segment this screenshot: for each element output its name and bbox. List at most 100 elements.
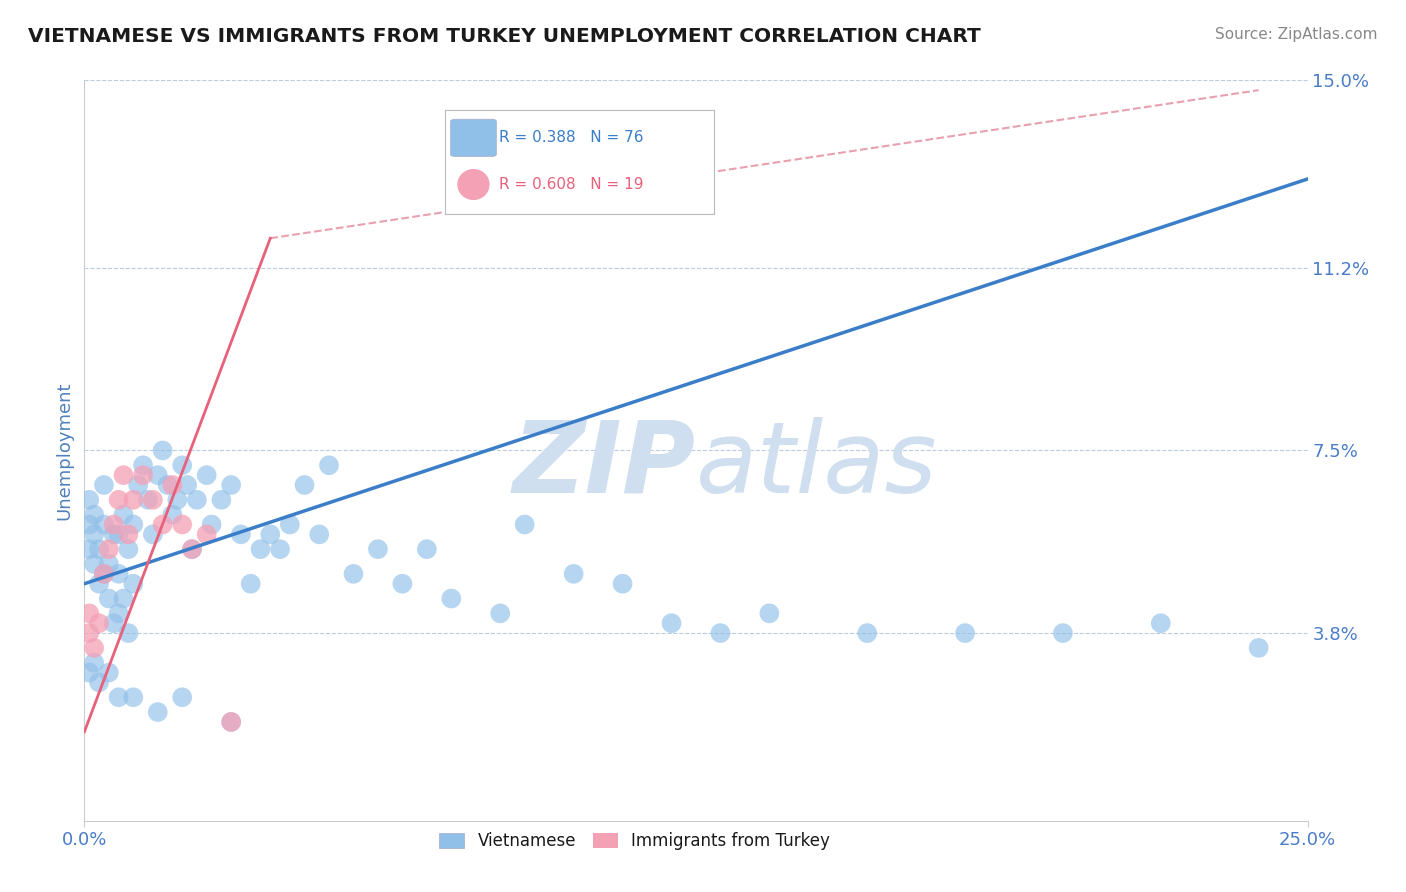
Point bbox=[391, 576, 413, 591]
Point bbox=[122, 492, 145, 507]
Point bbox=[122, 576, 145, 591]
Point bbox=[77, 517, 100, 532]
Point bbox=[1150, 616, 1173, 631]
Point bbox=[162, 478, 184, 492]
Point bbox=[142, 492, 165, 507]
Point bbox=[103, 616, 125, 631]
Point bbox=[77, 665, 100, 680]
Point bbox=[83, 527, 105, 541]
Point bbox=[87, 576, 110, 591]
Point bbox=[219, 714, 242, 729]
Text: ZIP: ZIP bbox=[513, 417, 696, 514]
Point bbox=[97, 665, 120, 680]
Point bbox=[142, 527, 165, 541]
Point bbox=[200, 517, 222, 532]
Point bbox=[127, 478, 149, 492]
Point bbox=[416, 542, 439, 557]
Point bbox=[107, 527, 129, 541]
Point bbox=[176, 478, 198, 492]
Point bbox=[953, 626, 976, 640]
Point bbox=[172, 458, 194, 473]
Point bbox=[294, 478, 316, 492]
Point bbox=[146, 468, 169, 483]
Point bbox=[181, 542, 204, 557]
Point bbox=[219, 478, 242, 492]
Point bbox=[87, 542, 110, 557]
Point bbox=[186, 492, 208, 507]
Point bbox=[181, 542, 204, 557]
Point bbox=[83, 508, 105, 522]
Point bbox=[661, 616, 683, 631]
Point bbox=[136, 492, 159, 507]
Point bbox=[562, 566, 585, 581]
Legend: Vietnamese, Immigrants from Turkey: Vietnamese, Immigrants from Turkey bbox=[433, 825, 837, 856]
Point bbox=[103, 517, 125, 532]
Point bbox=[112, 508, 135, 522]
Point bbox=[107, 690, 129, 705]
Point bbox=[77, 607, 100, 621]
Point bbox=[93, 566, 115, 581]
Point bbox=[83, 557, 105, 571]
Point bbox=[156, 478, 179, 492]
Y-axis label: Unemployment: Unemployment bbox=[55, 381, 73, 520]
Point bbox=[440, 591, 463, 606]
Point bbox=[146, 705, 169, 719]
Point bbox=[93, 517, 115, 532]
Text: atlas: atlas bbox=[696, 417, 938, 514]
Point bbox=[172, 690, 194, 705]
Point bbox=[77, 542, 100, 557]
Point bbox=[709, 626, 731, 640]
Point bbox=[83, 640, 105, 655]
Point bbox=[342, 566, 364, 581]
Point bbox=[132, 468, 155, 483]
Point bbox=[152, 443, 174, 458]
Point bbox=[152, 517, 174, 532]
Point bbox=[758, 607, 780, 621]
Point bbox=[87, 675, 110, 690]
Point bbox=[93, 478, 115, 492]
Point bbox=[97, 542, 120, 557]
Point bbox=[117, 527, 139, 541]
Point bbox=[856, 626, 879, 640]
Point bbox=[87, 616, 110, 631]
Point bbox=[209, 492, 232, 507]
Point bbox=[172, 517, 194, 532]
Point bbox=[249, 542, 271, 557]
Point bbox=[166, 492, 188, 507]
Point bbox=[308, 527, 330, 541]
Point bbox=[132, 458, 155, 473]
Text: Source: ZipAtlas.com: Source: ZipAtlas.com bbox=[1215, 27, 1378, 42]
Point bbox=[117, 626, 139, 640]
Point bbox=[195, 527, 218, 541]
Point bbox=[1247, 640, 1270, 655]
Point bbox=[278, 517, 301, 532]
Text: VIETNAMESE VS IMMIGRANTS FROM TURKEY UNEMPLOYMENT CORRELATION CHART: VIETNAMESE VS IMMIGRANTS FROM TURKEY UNE… bbox=[28, 27, 981, 45]
Point bbox=[367, 542, 389, 557]
Point bbox=[269, 542, 291, 557]
Point bbox=[83, 656, 105, 670]
Point bbox=[77, 626, 100, 640]
Point bbox=[318, 458, 340, 473]
Point bbox=[239, 576, 262, 591]
Point bbox=[107, 607, 129, 621]
Point bbox=[112, 468, 135, 483]
Point bbox=[259, 527, 281, 541]
Point bbox=[489, 607, 512, 621]
Point bbox=[1052, 626, 1074, 640]
Point bbox=[77, 492, 100, 507]
Point bbox=[97, 591, 120, 606]
Point bbox=[107, 566, 129, 581]
Point bbox=[195, 468, 218, 483]
Point bbox=[229, 527, 252, 541]
Point bbox=[612, 576, 634, 591]
Point bbox=[122, 690, 145, 705]
Point bbox=[513, 517, 536, 532]
Point bbox=[162, 508, 184, 522]
Point bbox=[97, 557, 120, 571]
Point bbox=[112, 591, 135, 606]
Point bbox=[117, 542, 139, 557]
Point bbox=[93, 566, 115, 581]
Point bbox=[219, 714, 242, 729]
Point bbox=[107, 492, 129, 507]
Point bbox=[103, 527, 125, 541]
